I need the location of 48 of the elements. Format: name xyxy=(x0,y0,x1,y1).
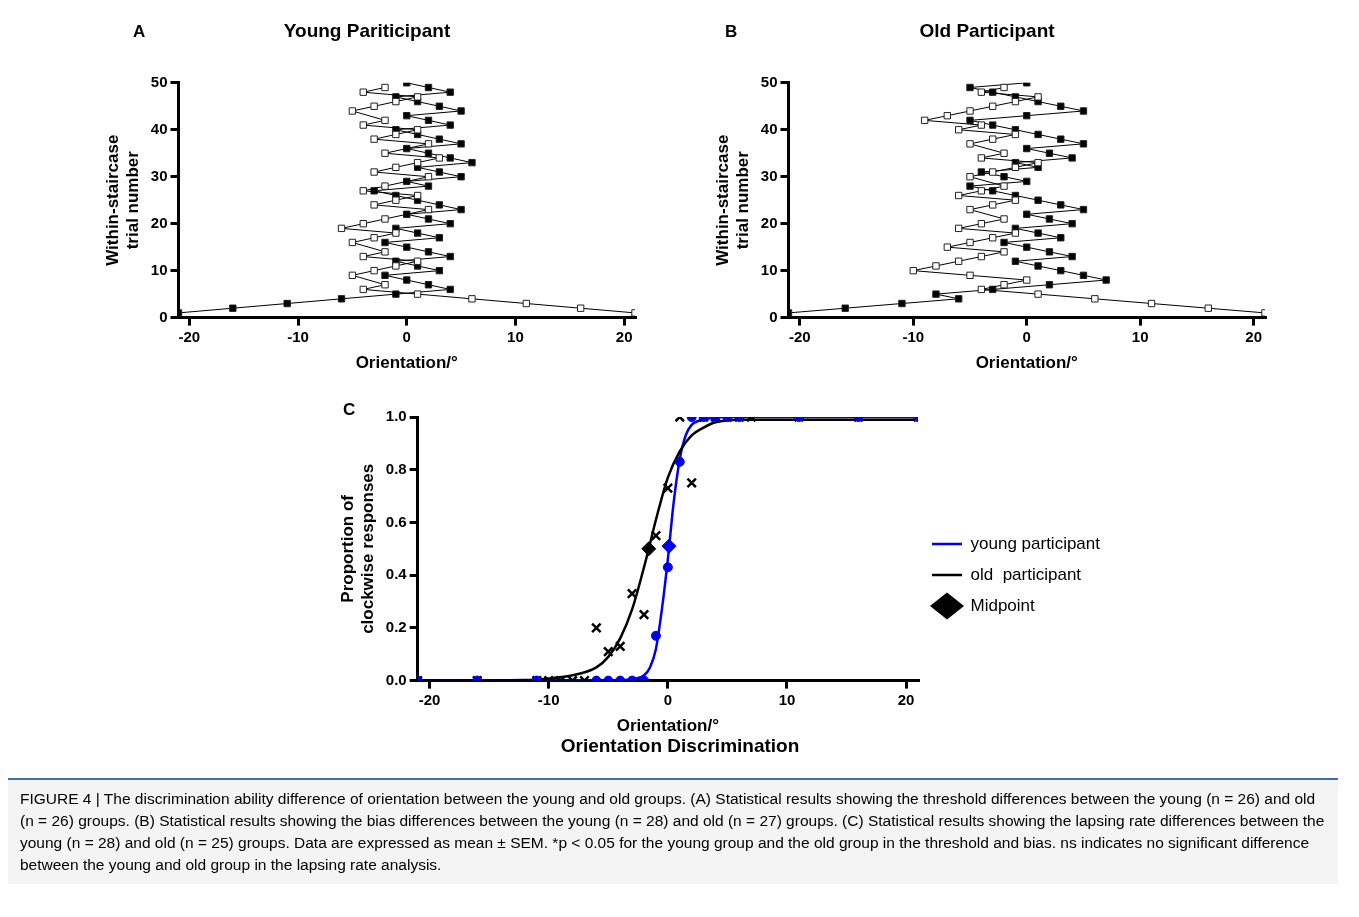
x-tick-label: -10 xyxy=(902,327,925,345)
y-tick-label: 30 xyxy=(150,166,168,184)
y-tick-label: 0.0 xyxy=(385,670,407,688)
x-tick-label: 20 xyxy=(897,690,915,708)
x-axis-title: Orientation/° xyxy=(355,353,459,373)
caption: FIGURE 4 | The discrimination ability difference of orientation between the young and old groups. (A) Statistical results showing the threshold differences between the young (n = 26) and old (n = 26) groups. (B) Statistical results showing the bias differences between the young (n = 28) and old (n = 27) groups. (C) Statistical results showing the lapsing rate differences between the young (n = 28) and old (n = 25) groups. Data are expressed as mean ± SEM. *p < 0.05 for the young group and the old group in the threshold and bias. ns indicates no significant difference between the young and old group in the lapsing rate analysis. xyxy=(8,778,1338,884)
chart-title: Old Participant xyxy=(919,19,1056,41)
x-axis-title: Orientation/° xyxy=(975,353,1079,373)
y-tick-label: 20 xyxy=(150,213,168,231)
y-tick-label: 0 xyxy=(159,307,168,325)
y-tick-label: 40 xyxy=(760,119,778,137)
y-tick-label: 1.0 xyxy=(385,407,407,425)
x-tick-label: -10 xyxy=(287,327,309,345)
x-tick-label: 10 xyxy=(778,690,796,708)
legend-label: young participant xyxy=(970,533,1101,553)
x-tick-label: 20 xyxy=(615,327,633,345)
y-tick-label: 50 xyxy=(150,72,168,90)
x-tick-label: 0 xyxy=(1022,327,1031,345)
x-tick-label: 10 xyxy=(507,327,524,345)
y-tick-label: 10 xyxy=(760,260,778,278)
y-tick-label: 30 xyxy=(760,166,778,184)
text: A xyxy=(133,22,146,42)
y-tick-label: 0 xyxy=(769,307,778,325)
x-axis-title: Orientation/° xyxy=(616,716,720,736)
chart-title: Young Pariticipant xyxy=(283,19,451,41)
x-tick-label: -20 xyxy=(788,327,811,345)
text: Orientation Discrimination xyxy=(559,735,801,757)
y-axis-title: Proportion of clockwise responses xyxy=(337,463,378,634)
y-axis-title: Within-staircase trial number xyxy=(712,134,753,266)
legend-label: old participant xyxy=(970,564,1082,584)
x-tick-label: -20 xyxy=(178,327,201,345)
x-tick-label: -10 xyxy=(537,690,560,708)
x-tick-label: 10 xyxy=(1131,327,1149,345)
y-axis-title: Within-staircase trial number xyxy=(102,134,143,266)
text: C xyxy=(343,400,356,420)
x-tick-label: 0 xyxy=(663,690,673,708)
legend-label: Midpoint xyxy=(970,595,1036,615)
text: B xyxy=(725,22,738,42)
y-tick-label: 50 xyxy=(760,72,778,90)
y-tick-label: 0.8 xyxy=(385,459,407,477)
y-tick-label: 40 xyxy=(150,119,168,137)
y-tick-label: 0.2 xyxy=(385,618,407,636)
y-tick-label: 10 xyxy=(150,260,168,278)
y-tick-label: 0.4 xyxy=(385,565,408,583)
y-tick-label: 20 xyxy=(760,213,778,231)
y-tick-label: 0.6 xyxy=(385,512,407,530)
x-tick-label: -20 xyxy=(418,690,441,708)
x-tick-label: 20 xyxy=(1245,327,1262,345)
